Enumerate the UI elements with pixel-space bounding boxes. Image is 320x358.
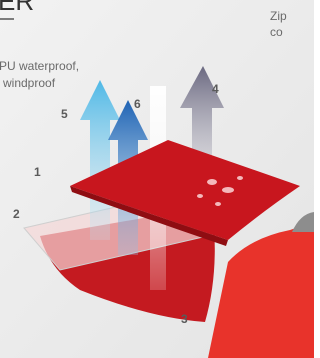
feature-line: windproof (2, 76, 56, 90)
layer-label: 6 (134, 97, 141, 111)
product-illustration: ER PU waterproof, windproof Zip co 1 2 3… (0, 0, 314, 358)
layer-label: 4 (212, 82, 219, 96)
page: ER PU waterproof, windproof Zip co 1 2 3… (0, 0, 314, 358)
layer-label: 5 (61, 107, 68, 121)
layer-label: 1 (34, 165, 41, 179)
side-line: co (270, 25, 283, 39)
layer-label: 3 (181, 312, 188, 326)
side-line: Zip (270, 9, 287, 23)
heading: ER (0, 0, 34, 16)
layer-label: 2 (13, 207, 20, 221)
feature-line: PU waterproof, (0, 59, 79, 73)
